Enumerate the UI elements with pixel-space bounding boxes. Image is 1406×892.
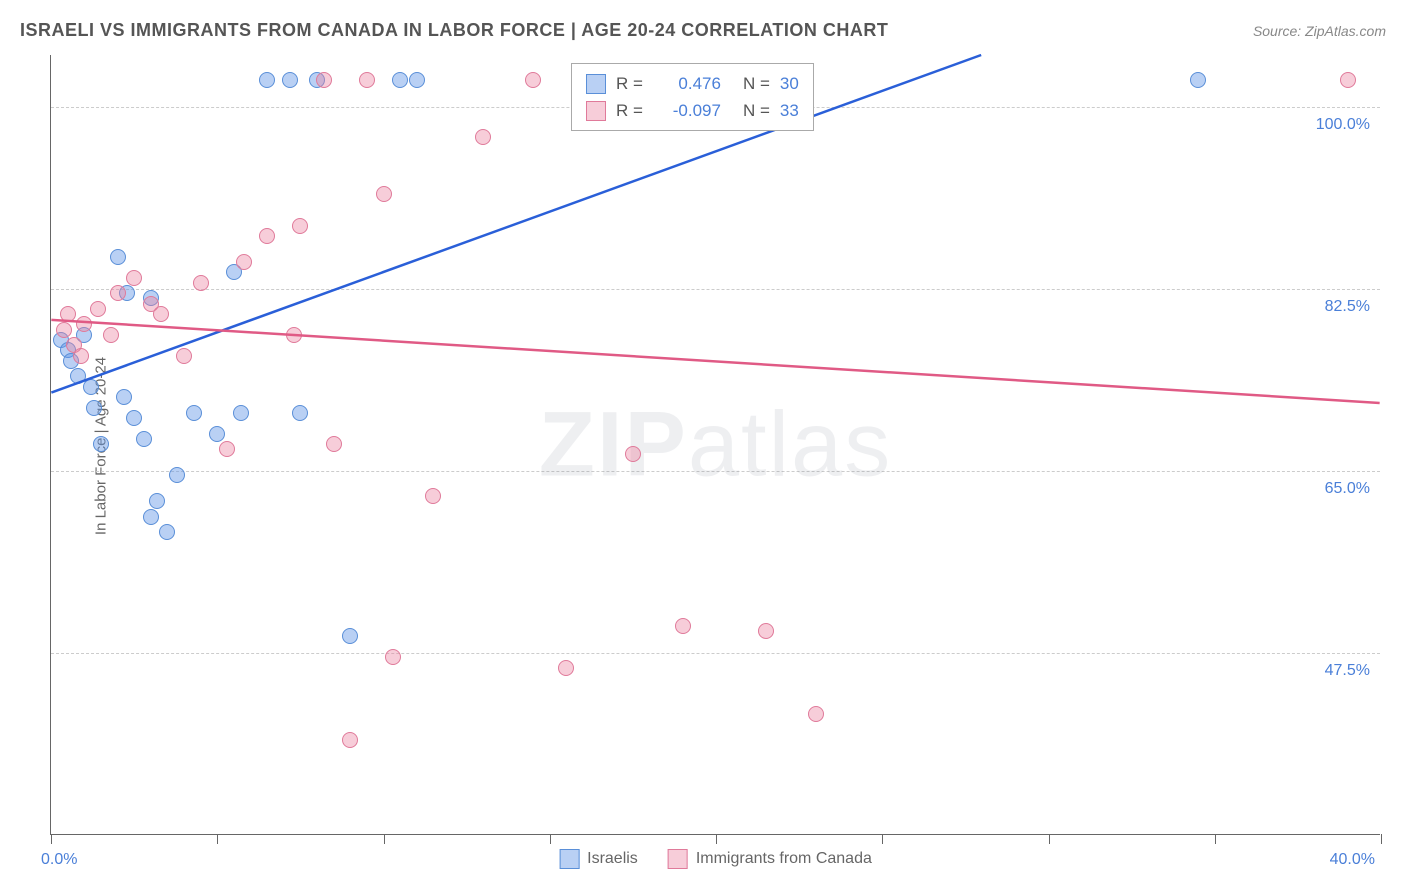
data-point [1340, 72, 1356, 88]
data-point [159, 524, 175, 540]
y-tick-label: 82.5% [1325, 298, 1370, 316]
legend-swatch [559, 849, 579, 869]
source-label: Source: ZipAtlas.com [1253, 23, 1386, 39]
data-point [86, 400, 102, 416]
data-point [169, 467, 185, 483]
data-point [392, 72, 408, 88]
data-point [259, 228, 275, 244]
trend-line [51, 320, 1379, 403]
data-point [126, 410, 142, 426]
stat-r-label: R = [616, 70, 643, 97]
series-legend-item: Israelis [559, 849, 638, 869]
legend-swatch [668, 849, 688, 869]
data-point [136, 431, 152, 447]
data-point [153, 306, 169, 322]
data-point [425, 488, 441, 504]
trend-line [51, 55, 981, 393]
data-point [625, 446, 641, 462]
stat-r-label: R = [616, 97, 643, 124]
data-point [193, 275, 209, 291]
plot-area: ZIPatlas 47.5%65.0%82.5%100.0%0.0%40.0%R… [50, 55, 1380, 835]
data-point [60, 306, 76, 322]
stat-n-label: N = [743, 70, 770, 97]
data-point [209, 426, 225, 442]
y-tick-label: 65.0% [1325, 480, 1370, 498]
gridline [51, 289, 1380, 290]
legend-swatch [586, 101, 606, 121]
data-point [292, 218, 308, 234]
x-tick-label: 40.0% [1330, 851, 1375, 869]
data-point [342, 732, 358, 748]
x-tick [1215, 834, 1216, 844]
data-point [1190, 72, 1206, 88]
series-legend-label: Immigrants from Canada [696, 850, 872, 868]
stats-legend-row: R = 0.476 N = 30 [586, 70, 799, 97]
data-point [758, 623, 774, 639]
data-point [282, 72, 298, 88]
data-point [558, 660, 574, 676]
data-point [90, 301, 106, 317]
data-point [83, 379, 99, 395]
x-tick [1381, 834, 1382, 844]
x-tick [882, 834, 883, 844]
data-point [76, 316, 92, 332]
data-point [219, 441, 235, 457]
x-tick [1049, 834, 1050, 844]
x-tick [384, 834, 385, 844]
chart-title: ISRAELI VS IMMIGRANTS FROM CANADA IN LAB… [20, 20, 888, 41]
data-point [292, 405, 308, 421]
x-tick [716, 834, 717, 844]
data-point [675, 618, 691, 634]
series-legend-label: Israelis [587, 850, 638, 868]
stat-r-value: -0.097 [653, 97, 721, 124]
data-point [186, 405, 202, 421]
data-point [110, 285, 126, 301]
data-point [116, 389, 132, 405]
stats-legend: R = 0.476 N = 30 R = -0.097 N = 33 [571, 63, 814, 131]
stat-n-value: 33 [780, 97, 799, 124]
data-point [56, 322, 72, 338]
title-bar: ISRAELI VS IMMIGRANTS FROM CANADA IN LAB… [20, 20, 1386, 41]
data-point [110, 249, 126, 265]
gridline [51, 471, 1380, 472]
x-tick [550, 834, 551, 844]
data-point [73, 348, 89, 364]
data-point [316, 72, 332, 88]
data-point [808, 706, 824, 722]
data-point [143, 509, 159, 525]
y-tick-label: 100.0% [1316, 116, 1370, 134]
data-point [233, 405, 249, 421]
stat-n-label: N = [743, 97, 770, 124]
data-point [259, 72, 275, 88]
data-point [286, 327, 302, 343]
data-point [149, 493, 165, 509]
data-point [385, 649, 401, 665]
data-point [475, 129, 491, 145]
data-point [326, 436, 342, 452]
data-point [176, 348, 192, 364]
x-tick [51, 834, 52, 844]
data-point [525, 72, 541, 88]
stat-n-value: 30 [780, 70, 799, 97]
x-tick-label: 0.0% [41, 851, 77, 869]
data-point [376, 186, 392, 202]
trend-lines [51, 55, 1380, 834]
data-point [236, 254, 252, 270]
series-legend: Israelis Immigrants from Canada [559, 849, 872, 869]
legend-swatch [586, 74, 606, 94]
y-tick-label: 47.5% [1325, 662, 1370, 680]
data-point [342, 628, 358, 644]
watermark: ZIPatlas [539, 392, 892, 497]
data-point [409, 72, 425, 88]
series-legend-item: Immigrants from Canada [668, 849, 872, 869]
stat-r-value: 0.476 [653, 70, 721, 97]
data-point [126, 270, 142, 286]
data-point [93, 436, 109, 452]
data-point [103, 327, 119, 343]
stats-legend-row: R = -0.097 N = 33 [586, 97, 799, 124]
data-point [359, 72, 375, 88]
x-tick [217, 834, 218, 844]
gridline [51, 653, 1380, 654]
